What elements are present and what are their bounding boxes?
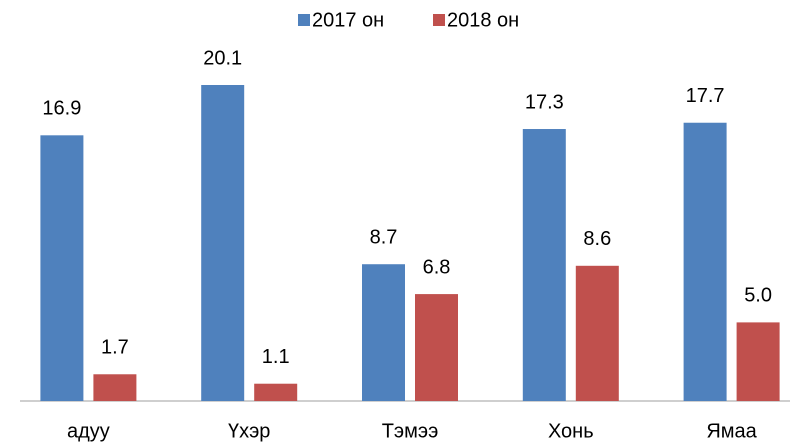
bar xyxy=(522,129,566,401)
bar xyxy=(575,265,619,401)
bar xyxy=(415,294,458,401)
legend-swatch xyxy=(298,14,310,26)
legend-label: 2017 он xyxy=(312,9,384,31)
data-label: 8.7 xyxy=(370,227,398,249)
bar xyxy=(683,122,727,401)
x-tick-label: Хонь xyxy=(548,420,594,442)
data-label: 17.3 xyxy=(525,91,564,113)
bar xyxy=(93,374,137,401)
x-tick-label: Тэмээ xyxy=(382,420,439,442)
x-tick-label: Ямаа xyxy=(706,420,757,442)
bar xyxy=(40,135,84,401)
legend-label: 2018 он xyxy=(447,9,519,31)
bar xyxy=(362,264,405,401)
data-label: 16.9 xyxy=(42,98,81,120)
bar xyxy=(254,383,298,401)
data-label: 20.1 xyxy=(203,47,242,69)
data-label: 6.8 xyxy=(423,256,451,278)
data-label: 5.0 xyxy=(744,285,772,307)
bar xyxy=(201,85,245,401)
x-tick-label: Үхэр xyxy=(228,420,270,442)
data-label: 1.7 xyxy=(101,337,129,359)
bar xyxy=(736,322,780,401)
data-label: 8.6 xyxy=(583,228,611,250)
data-label: 17.7 xyxy=(686,85,725,107)
data-label: 1.1 xyxy=(262,346,290,368)
legend-swatch xyxy=(433,14,445,26)
x-tick-label: адуу xyxy=(67,420,110,442)
